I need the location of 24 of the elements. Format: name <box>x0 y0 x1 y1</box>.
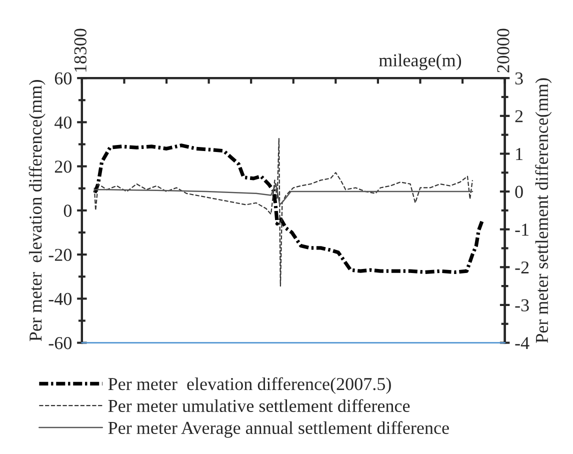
y2-tick-label: -4 <box>515 337 530 350</box>
y-tick-label: 40 <box>54 116 72 129</box>
legend-label: Per meter Average annual settlement difference <box>108 421 449 438</box>
y-tick-label: -20 <box>48 248 72 261</box>
y-axis-title: Per meter elevation difference(mm) <box>28 80 46 342</box>
y-tick-label: -60 <box>48 337 72 350</box>
y2-tick-label: 1 <box>516 148 522 160</box>
x-tick-label: 18300 <box>74 28 86 72</box>
y2-tick-label: -2 <box>515 261 529 274</box>
legend-label: Per meter umulative settlement difference <box>108 399 410 412</box>
y2-tick-label: 0 <box>515 186 523 198</box>
y-tick-label: 0 <box>64 204 72 217</box>
x-tick-label: 20000 <box>497 28 510 72</box>
y2-tick-label: -3 <box>515 299 529 312</box>
y2-tick-label: 3 <box>515 72 523 85</box>
y2-axis-title: Per meter settlement difference(mm) <box>535 78 552 343</box>
y-tick-label: -40 <box>48 292 72 306</box>
y2-tick-label: -1 <box>515 224 528 236</box>
legend-label: Per meter elevation difference(2007.5) <box>108 377 391 394</box>
x-axis-title: mileage(m) <box>379 54 462 70</box>
y2-tick-label: 2 <box>515 110 523 122</box>
y-tick-label: 60 <box>54 72 72 85</box>
y-tick-label: 20 <box>54 160 72 173</box>
line-series <box>94 183 474 206</box>
